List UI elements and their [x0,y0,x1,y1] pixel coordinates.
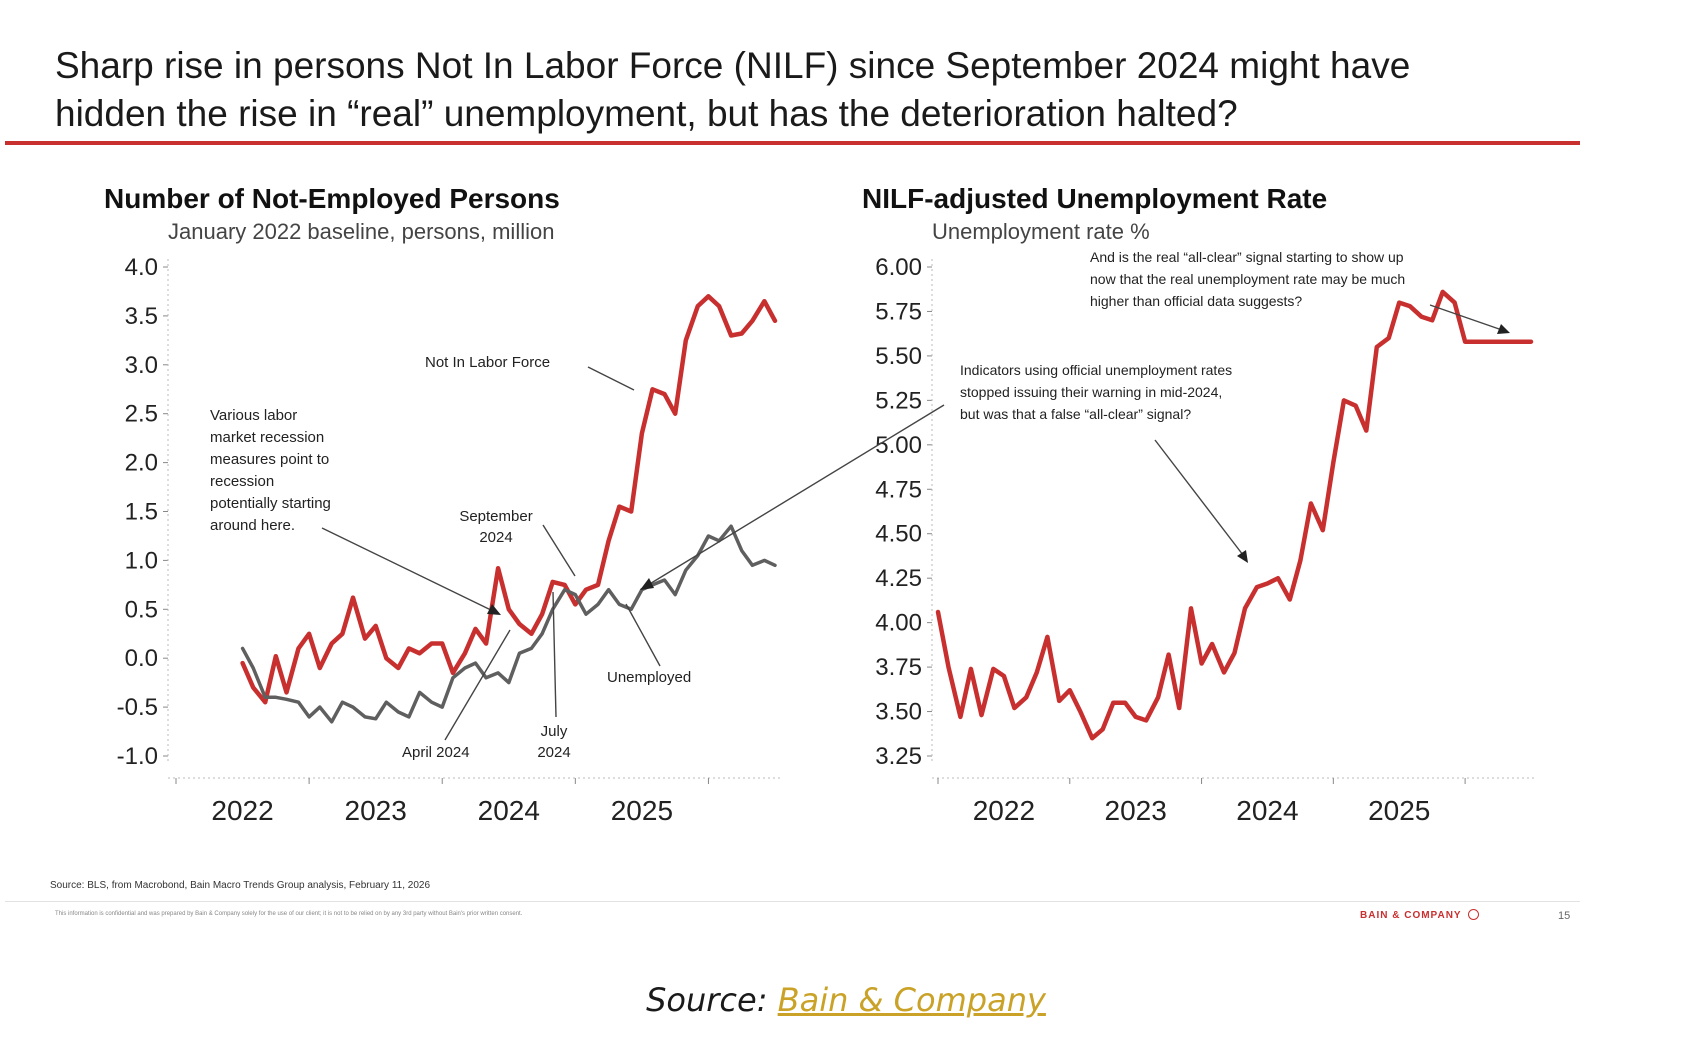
chart1-ytick-label: 2.5 [125,401,158,428]
indicators-note-line-2: stopped issuing their warning in mid-202… [960,384,1222,400]
chart2-xtick-label: 2024 [1236,795,1298,826]
july-leader [552,591,557,718]
brand-logo: BAIN & COMPANY [1360,909,1479,921]
brand-name: BAIN & COMPANY [1360,910,1462,921]
footer-divider [5,901,1580,902]
chart2-title: NILF-adjusted Unemployment Rate [862,183,1327,214]
chart1-title: Number of Not-Employed Persons [104,183,560,214]
chart2-ytick-label: 5.00 [875,432,922,459]
chart2-ytick-label: 4.25 [875,565,922,592]
chart1-axes: 4.0 3.5 3.0 2.5 2.0 1.5 1.0 0.5 0.0 -0.5 -1.0 2022 2… [117,254,781,826]
chart2-annotations: And is the real “all-clear” signal start… [960,249,1405,422]
all-clear-arrow-head [1497,324,1510,334]
chart1-ytick-label: 0.5 [125,596,158,623]
headline-line-2: hidden the rise in “real” unemployment, … [55,93,1238,134]
recession-note-line-5: potentially starting [210,495,331,512]
chart2-ytick-label: 4.00 [875,610,922,637]
chart2-ytick-label: 3.25 [875,743,922,770]
chart1-xtick-label: 2023 [345,795,407,826]
chart2-axes: 6.00 5.75 5.50 5.25 5.00 4.75 4.50 4.25 4.00 3.75… [875,254,1537,826]
all-clear-arrow-line [1429,304,1503,331]
title-divider [5,141,1580,145]
chart2-plot [935,289,1534,741]
nilf-label-leader [587,366,635,391]
chart1-series-line-0 [240,294,778,705]
chart2-ytick-label: 5.25 [875,387,922,414]
indicators-arrow-line [647,404,945,586]
chart2-ytick-label: 6.00 [875,254,922,281]
chart2-ytick-label: 5.75 [875,298,922,325]
chart2-xtick-label: 2022 [973,795,1035,826]
chart2-xtick-label: 2025 [1368,795,1430,826]
source-link[interactable]: Bain & Company [777,981,1046,1019]
unemployed-label-leader [625,603,661,667]
page-number: 15 [1558,910,1571,922]
chart1-xtick-label: 2024 [478,795,540,826]
source-note: Source: BLS, from Macrobond, Bain Macro … [50,880,430,891]
indicators-down-arrow-head [1237,550,1248,563]
chart2-leader-lines [1154,304,1510,563]
confidentiality-note: This information is confidential and was… [55,911,523,917]
chart2-ytick-label: 3.75 [875,654,922,681]
july-2024-line-1: July [541,723,568,740]
chart1-ytick-label: -1.0 [117,743,158,770]
indicators-arrow-head [640,578,654,590]
chart1-leader-lines [321,366,945,741]
headline-line-1: Sharp rise in persons Not In Labor Force… [55,45,1411,86]
chart2-subtitle: Unemployment rate % [932,219,1150,244]
all-clear-note-line-1: And is the real “all-clear” signal start… [1090,249,1404,265]
indicators-note-line-3: but was that a false “all-clear” signal? [960,406,1191,422]
chart1-ytick-label: 0.0 [125,645,158,672]
recession-arrow-head [487,604,501,615]
indicators-note-line-1: Indicators using official unemployment r… [960,362,1232,378]
charts-canvas: Number of Not-Employed Persons January 2… [104,183,1537,826]
chart1-ytick-label: 3.5 [125,303,158,330]
april-leader [444,629,511,741]
image-caption: Source: Bain & Company [0,981,1692,1019]
chart2-ytick-label: 3.50 [875,699,922,726]
september-2024-line-1: September [459,508,532,525]
chart1-plot [240,294,778,724]
recession-note-line-2: market recession [210,429,324,446]
recession-arrow-line [321,527,496,613]
chart1-annotations: Not In Labor Force Various labor market … [210,354,691,761]
nilf-series-label: Not In Labor Force [425,354,550,371]
chart1-series-line-1 [240,524,777,724]
brand-circle-icon [1467,909,1479,920]
all-clear-note-line-2: now that the real unemployment rate may … [1090,271,1405,287]
chart1-xtick-label: 2025 [611,795,673,826]
april-2024-label: April 2024 [402,744,470,761]
chart2-ytick-label: 4.75 [875,476,922,503]
chart2-xtick-label: 2023 [1105,795,1167,826]
chart1-ytick-label: 1.5 [125,499,158,526]
caption-prefix: Source: [646,981,778,1019]
september-2024-line-2: 2024 [479,529,512,546]
chart1-ytick-label: 3.0 [125,352,158,379]
unemployed-series-label: Unemployed [607,669,691,686]
chart2-ytick-label: 5.50 [875,343,922,370]
recession-note-line-3: measures point to [210,451,329,468]
all-clear-note-line-3: higher than official data suggests? [1090,293,1302,309]
chart1-ytick-label: -0.5 [117,694,158,721]
chart2-ytick-label: 4.50 [875,521,922,548]
recession-note-line-1: Various labor [210,407,297,424]
headline: Sharp rise in persons Not In Labor Force… [55,42,1555,138]
chart1-ytick-label: 4.0 [125,254,158,281]
chart1-ytick-label: 1.0 [125,547,158,574]
september-leader [542,524,576,577]
indicators-down-arrow-line [1154,439,1244,556]
chart1-subtitle: January 2022 baseline, persons, million [168,219,554,244]
july-2024-line-2: 2024 [537,744,570,761]
chart1-xtick-label: 2022 [211,795,273,826]
recession-note-line-4: recession [210,473,274,490]
recession-note-line-6: around here. [210,517,295,534]
chart1-ytick-label: 2.0 [125,450,158,477]
chart2-series-line-0 [935,289,1534,741]
